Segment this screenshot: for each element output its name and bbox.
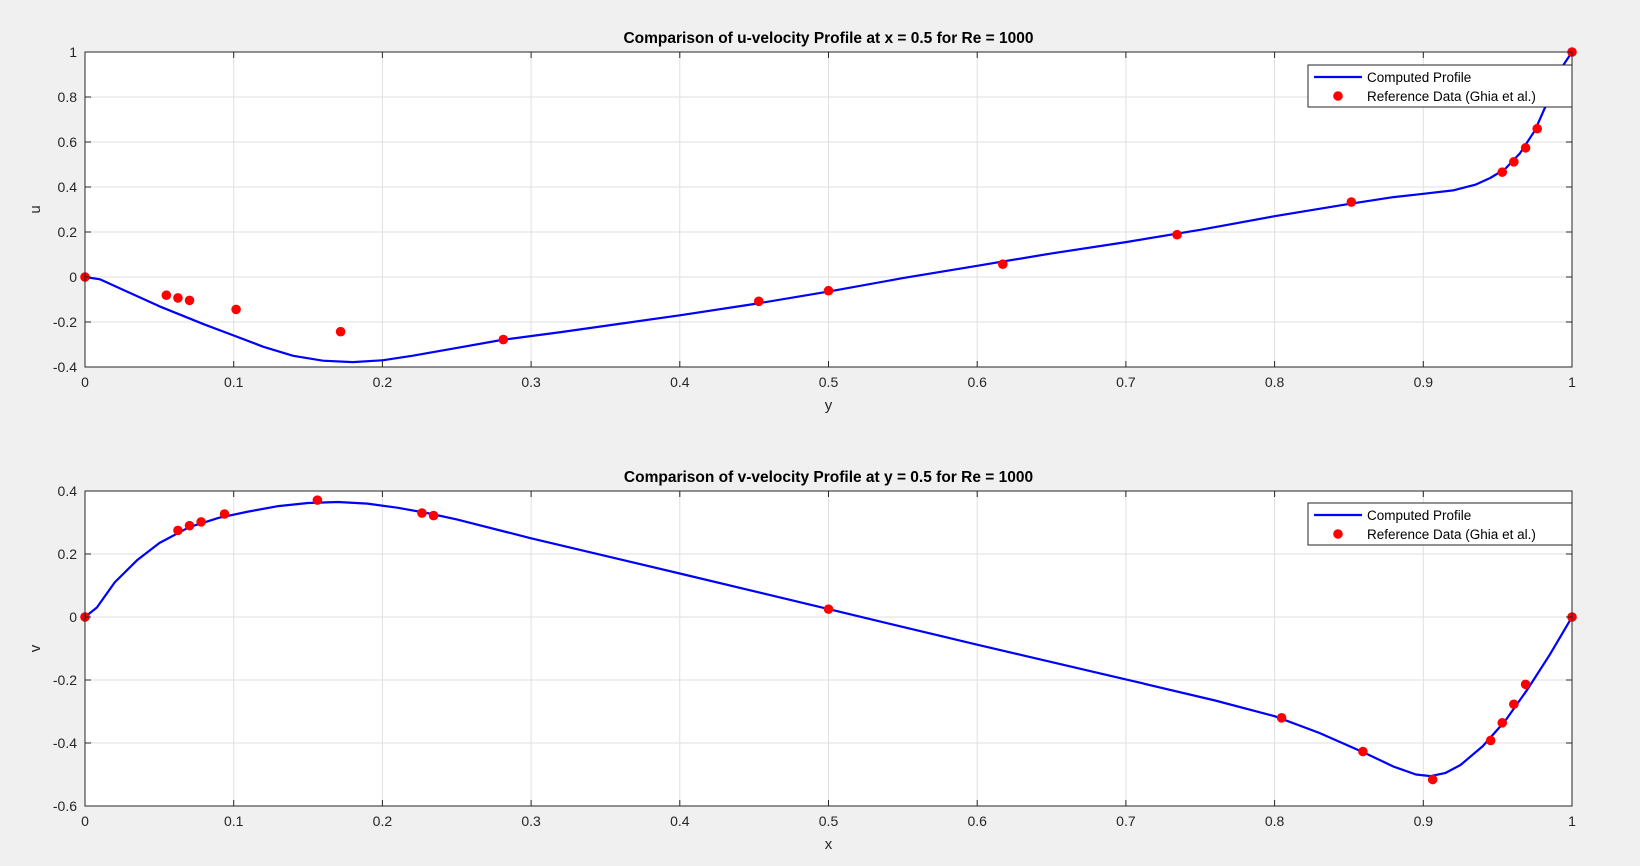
x-tick-label: 0.4 (670, 374, 690, 390)
legend-entry-label: Reference Data (Ghia et al.) (1367, 527, 1536, 542)
data-point (1520, 679, 1531, 690)
data-point (184, 520, 195, 531)
y-tick-label: 0 (69, 269, 77, 285)
data-point (196, 517, 206, 527)
legend-box (1307, 64, 1573, 108)
x-tick-label: 0 (81, 813, 89, 829)
chart-1: 0 0.1 0.2 0.3 0.4 0.5 0.6 0.7 0.8 0.9 1 -0.4 -0.2 0 0.… (27, 30, 1577, 414)
data-point (184, 295, 195, 306)
x-tick-label: 0.9 (1414, 813, 1434, 829)
legend-entry-label: Reference Data (Ghia et al.) (1367, 89, 1536, 104)
x-tick-label: 0.3 (521, 813, 541, 829)
data-point (753, 296, 764, 307)
x-tick-label: 0.1 (224, 374, 244, 390)
x-tick-label: 0.6 (967, 374, 987, 390)
chart-title: Comparison of v-velocity Profile at y = … (624, 469, 1033, 486)
x-tick-label: 0.6 (967, 813, 987, 829)
data-point (1509, 699, 1519, 710)
legend-marker-swatch (1333, 529, 1343, 539)
data-point (161, 290, 172, 301)
data-point (1427, 774, 1438, 785)
series-line-computed-profile (84, 51, 1573, 364)
legend: Computed Profile Reference Data (Ghia et … (1307, 64, 1573, 108)
data-point (1497, 718, 1508, 728)
x-tick-label: 0.9 (1414, 374, 1434, 390)
data-point (1520, 143, 1531, 153)
data-point (823, 604, 834, 614)
y-tick-label: -0.2 (53, 314, 77, 330)
x-tick-label: 0.2 (373, 374, 393, 390)
data-point (1509, 157, 1519, 167)
data-point (823, 285, 834, 296)
x-tick-label: 0.3 (521, 374, 541, 390)
y-tick-label: 0.2 (58, 224, 78, 240)
legend-entry-label: Computed Profile (1367, 508, 1471, 523)
x-tick-label: 0.7 (1116, 813, 1136, 829)
y-tick-label: 0.2 (58, 546, 78, 562)
y-axis-label: v (27, 644, 44, 652)
data-point (335, 326, 346, 337)
y-tick-label: -0.4 (53, 359, 77, 375)
y-tick-label: 0.4 (58, 179, 78, 195)
x-tick-label: 0.2 (373, 813, 393, 829)
data-point (312, 495, 323, 505)
y-tick-label: 0.8 (58, 89, 78, 105)
x-tick-label: 0.8 (1265, 813, 1285, 829)
y-tick-label: 0.6 (58, 134, 78, 150)
data-point (231, 304, 241, 315)
x-tick-label: 0.8 (1265, 374, 1285, 390)
y-tick-label: 0.4 (58, 483, 78, 499)
x-tick-label: 0.5 (819, 813, 839, 829)
data-point (1358, 746, 1368, 757)
x-axis-label: y (825, 397, 833, 414)
y-axis-label: u (27, 205, 44, 213)
y-tick-label: 0 (69, 609, 77, 625)
data-point (1485, 735, 1496, 746)
y-tick-label: -0.6 (53, 798, 77, 814)
data-point (1532, 123, 1543, 134)
x-tick-label: 0.1 (224, 813, 244, 829)
legend-marker-swatch (1333, 91, 1343, 101)
series-scatter-reference-data (80, 47, 1577, 345)
data-point (1346, 197, 1357, 207)
data-point (498, 334, 509, 345)
y-tick-label: -0.2 (53, 672, 77, 688)
data-point (173, 525, 183, 536)
data-point (1497, 167, 1508, 177)
y-tick-label: -0.4 (53, 735, 77, 751)
x-tick-label: 0.4 (670, 813, 690, 829)
chart-title: Comparison of u-velocity Profile at x = … (623, 30, 1033, 47)
legend-entry-label: Computed Profile (1367, 70, 1471, 85)
x-tick-label: 0.7 (1116, 374, 1136, 390)
data-point (428, 510, 439, 521)
x-axis-label: x (825, 836, 833, 853)
x-tick-label: 1 (1568, 813, 1576, 829)
y-tick-label: 1 (69, 44, 77, 60)
chart-2: 0 0.1 0.2 0.3 0.4 0.5 0.6 0.7 0.8 0.9 1 -0.6 -0.4 -0.… (27, 469, 1577, 853)
legend: Computed Profile Reference Data (Ghia et … (1307, 502, 1573, 546)
data-point (1276, 713, 1287, 723)
legend-box (1307, 502, 1573, 546)
data-point (173, 293, 183, 303)
data-point (997, 259, 1008, 269)
data-point (417, 508, 427, 518)
x-tick-label: 0.5 (819, 374, 839, 390)
data-point (1172, 229, 1182, 240)
x-tick-label: 0 (81, 374, 89, 390)
x-tick-label: 1 (1568, 374, 1576, 390)
data-point (219, 509, 230, 519)
